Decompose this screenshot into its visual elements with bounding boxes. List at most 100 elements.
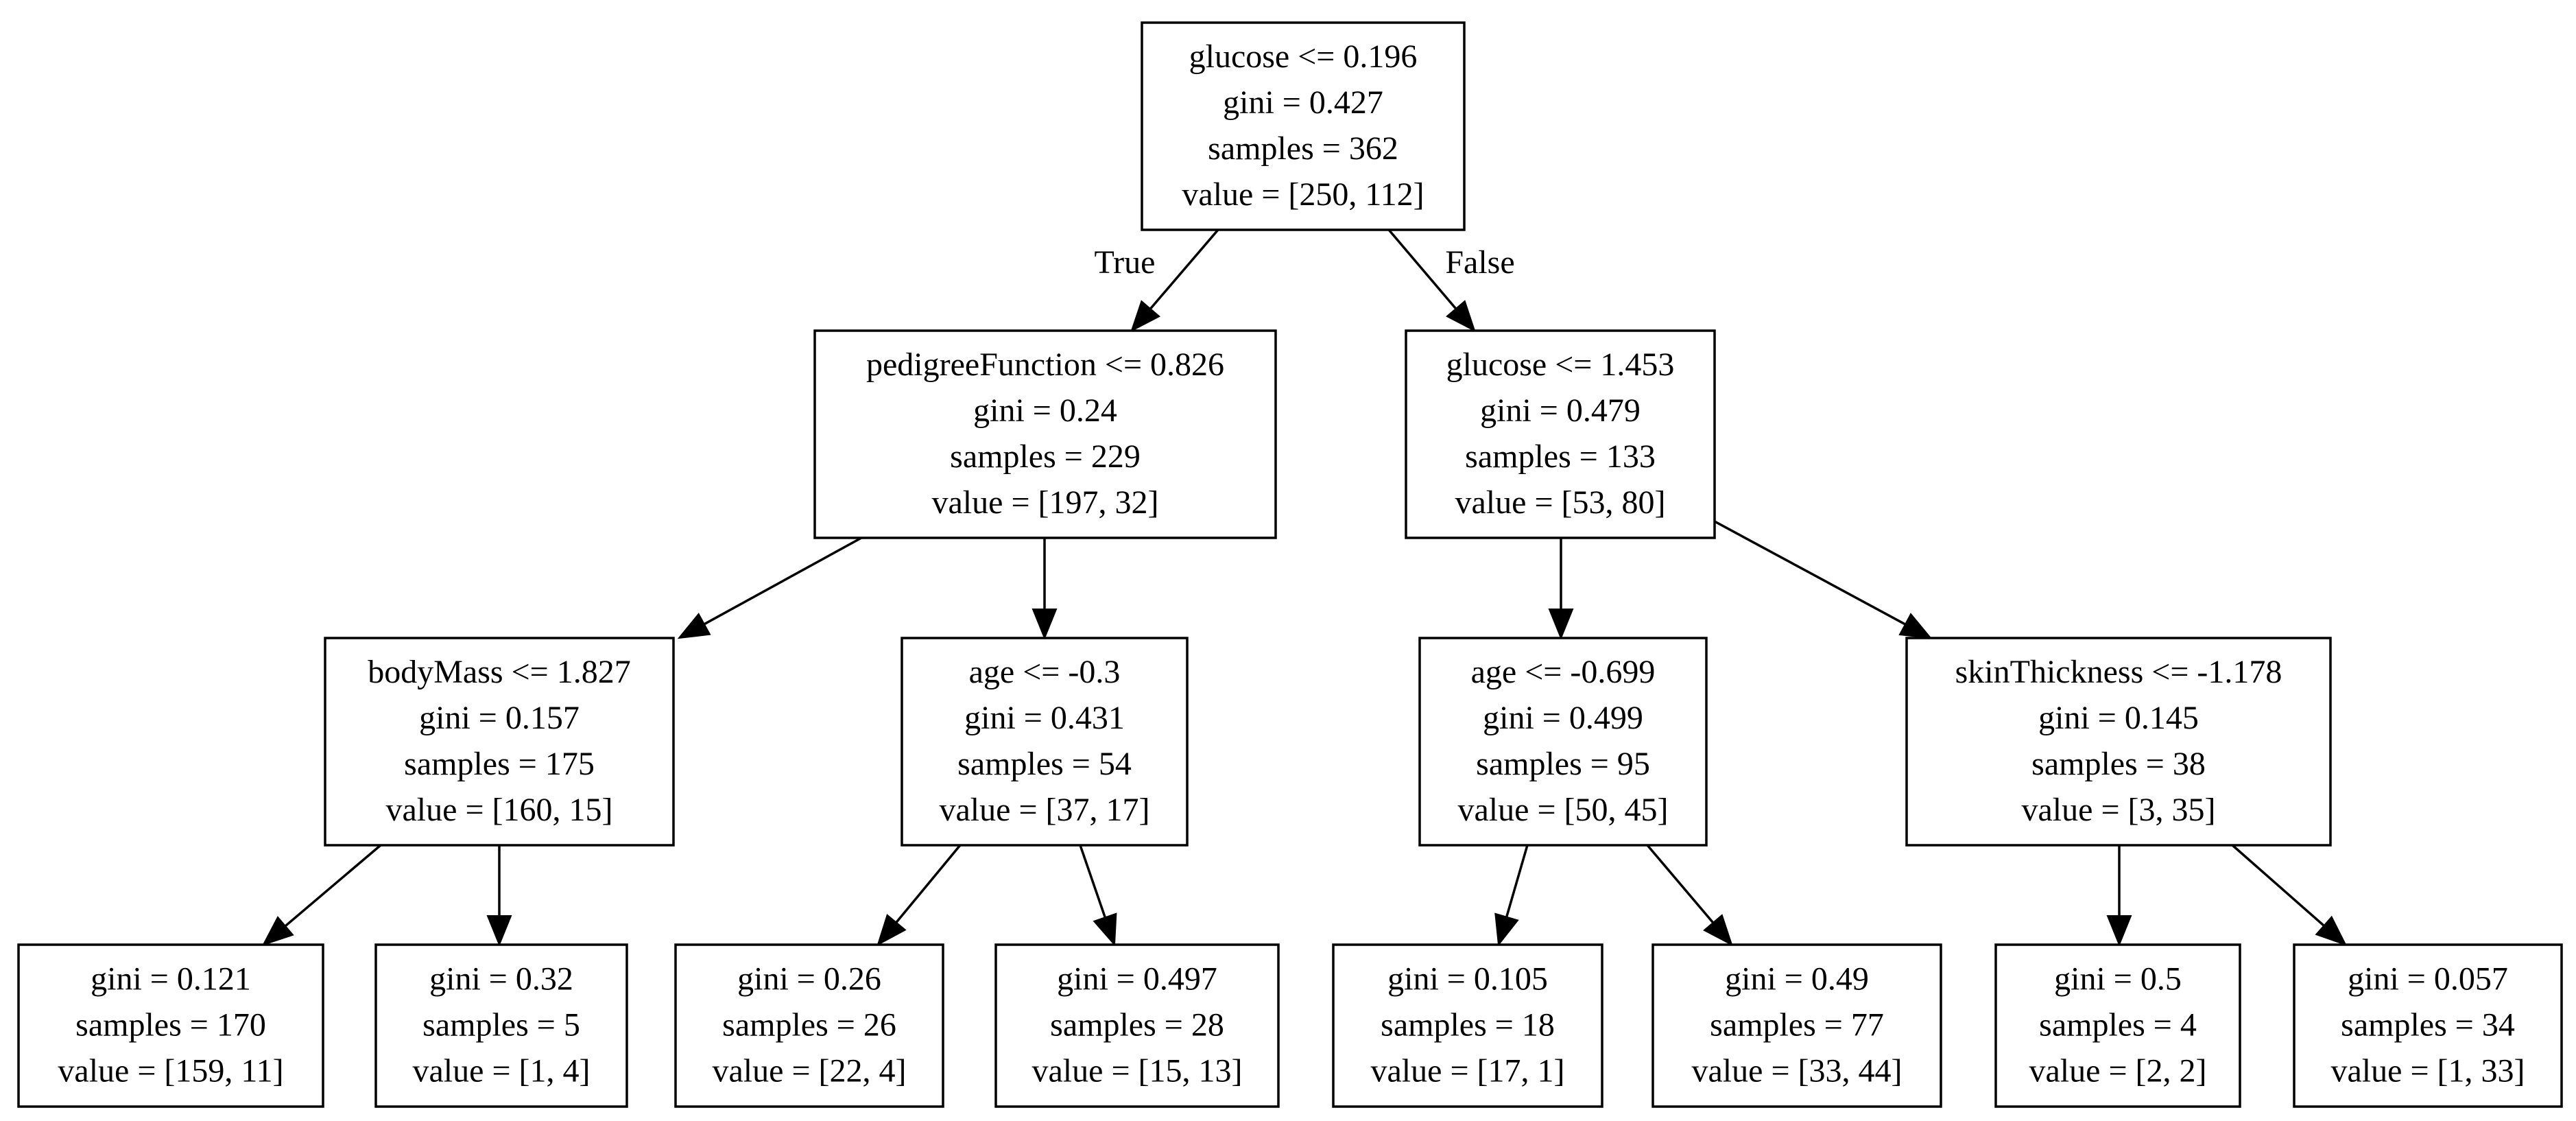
node-value-text: value = [33, 44] [1692, 1053, 1903, 1089]
tree-node-n10: gini = 0.497 samples = 28 value = [15, 13] [994, 943, 1280, 1108]
node-gini-text: gini = 0.32 [429, 961, 573, 998]
node-samples-text: samples = 34 [2341, 1007, 2515, 1043]
tree-node-n8: gini = 0.32 samples = 5 value = [1, 4] [374, 943, 628, 1108]
node-value-text: value = [37, 17] [940, 792, 1150, 828]
node-box [17, 943, 324, 1108]
node-samples-text: samples = 4 [2039, 1007, 2197, 1043]
node-value-text: value = [50, 45] [1458, 792, 1669, 828]
tree-node-n13: gini = 0.5 samples = 4 value = [2, 2] [1994, 943, 2241, 1108]
node-split-condition-text: glucose <= 0.196 [1189, 38, 1418, 75]
node-samples-text: samples = 18 [1381, 1007, 1555, 1043]
node-gini-text: gini = 0.427 [1223, 84, 1383, 121]
node-samples-text: samples = 133 [1465, 438, 1656, 475]
arrowhead-icon [2315, 915, 2348, 946]
node-value-text: value = [159, 11] [58, 1053, 283, 1089]
edge-n1-n3 [677, 536, 862, 639]
node-value-text: value = [17, 1] [1371, 1053, 1565, 1089]
node-box [1141, 21, 1466, 231]
node-box [674, 943, 944, 1108]
node-gini-text: gini = 0.499 [1483, 700, 1643, 736]
node-value-text: value = [22, 4] [713, 1053, 907, 1089]
tree-node-n7: gini = 0.121 samples = 170 value = [159, 1… [17, 943, 324, 1108]
node-samples-text: samples = 26 [722, 1007, 896, 1043]
node-samples-text: samples = 229 [950, 438, 1141, 475]
node-gini-text: gini = 0.24 [973, 392, 1117, 429]
node-split-condition-text: pedigreeFunction <= 0.826 [866, 346, 1224, 383]
node-value-text: value = [197, 32] [932, 484, 1159, 521]
node-gini-text: gini = 0.145 [2038, 700, 2199, 736]
node-samples-text: samples = 170 [75, 1007, 266, 1043]
node-split-condition-text: age <= -0.3 [969, 654, 1121, 690]
node-samples-text: samples = 175 [404, 746, 595, 782]
node-samples-text: samples = 77 [1710, 1007, 1884, 1043]
arrowhead-icon [1093, 912, 1117, 947]
tree-node-n3: bodyMass <= 1.827 gini = 0.157 samples = 1… [324, 637, 675, 847]
node-split-condition-text: age <= -0.699 [1471, 654, 1656, 690]
edge-line [703, 536, 862, 626]
node-gini-text: gini = 0.121 [91, 961, 251, 998]
node-value-text: value = [250, 112] [1182, 176, 1424, 213]
node-value-text: value = [160, 15] [386, 792, 613, 828]
node-value-text: value = [2, 2] [2029, 1053, 2207, 1089]
arrowhead-icon [1446, 300, 1476, 333]
arrowhead-icon [2106, 915, 2132, 947]
node-value-text: value = [1, 33] [2331, 1053, 2525, 1089]
node-value-text: value = [15, 13] [1032, 1053, 1243, 1089]
node-box [1332, 943, 1603, 1108]
edge-n4-n10 [1079, 845, 1117, 947]
node-samples-text: samples = 28 [1050, 1007, 1224, 1043]
edge-label-false: False [1445, 244, 1514, 281]
edge-n2-n6 [1714, 520, 1933, 639]
edge-n5-n11 [1494, 845, 1529, 947]
node-box [374, 943, 628, 1108]
edge-label-true: True [1095, 244, 1156, 281]
edge-n0-n1: True [1095, 228, 1219, 333]
tree-node-n2: glucose <= 1.453 gini = 0.479 samples = 13… [1405, 329, 1716, 539]
node-split-condition-text: bodyMass <= 1.827 [368, 654, 630, 690]
edge-line [1714, 520, 1906, 626]
arrowhead-icon [1898, 613, 1933, 639]
node-box [994, 943, 1280, 1108]
node-samples-text: samples = 54 [957, 746, 1132, 782]
node-gini-text: gini = 0.26 [737, 961, 881, 998]
tree-node-n5: age <= -0.699 gini = 0.499 samples = 95 val… [1418, 637, 1708, 847]
arrowhead-icon [1031, 609, 1058, 640]
edge-n0-n2: False [1387, 228, 1515, 333]
tree-node-n11: gini = 0.105 samples = 18 value = [17, 1] [1332, 943, 1603, 1108]
node-value-text: value = [3, 35] [2022, 792, 2216, 828]
edge-line [284, 844, 382, 928]
node-samples-text: samples = 38 [2031, 746, 2206, 782]
node-samples-text: samples = 95 [1476, 746, 1650, 782]
arrowhead-icon [677, 613, 711, 639]
node-gini-text: gini = 0.105 [1387, 961, 1548, 998]
node-gini-text: gini = 0.157 [419, 700, 580, 736]
node-box [1405, 329, 1716, 539]
edges-layer: True False [261, 228, 2348, 947]
tree-node-n1: pedigreeFunction <= 0.826 gini = 0.24 samp… [813, 329, 1277, 539]
edge-n3-n8 [486, 845, 512, 947]
edge-n1-n4 [1031, 538, 1058, 640]
node-box [1418, 637, 1708, 847]
edge-n5-n12 [1646, 844, 1733, 947]
arrowhead-icon [486, 915, 512, 947]
node-value-text: value = [1, 4] [413, 1053, 591, 1089]
edge-n2-n5 [1548, 538, 1574, 640]
edge-line [2231, 844, 2325, 927]
edge-n6-n14 [2231, 844, 2348, 946]
node-gini-text: gini = 0.5 [2054, 961, 2182, 998]
edge-n6-n13 [2106, 845, 2132, 947]
node-box [324, 637, 675, 847]
node-box [1994, 943, 2241, 1108]
node-box [2293, 943, 2563, 1108]
edge-n3-n7 [261, 844, 382, 946]
node-box [1905, 637, 2332, 847]
tree-node-n9: gini = 0.26 samples = 26 value = [22, 4] [674, 943, 944, 1108]
arrowhead-icon [1548, 609, 1574, 640]
node-gini-text: gini = 0.057 [2348, 961, 2508, 998]
node-gini-text: gini = 0.431 [964, 700, 1125, 736]
node-gini-text: gini = 0.49 [1725, 961, 1869, 998]
edge-line [1505, 845, 1529, 918]
node-split-condition-text: skinThickness <= -1.178 [1955, 654, 2282, 690]
edge-line [895, 844, 962, 923]
